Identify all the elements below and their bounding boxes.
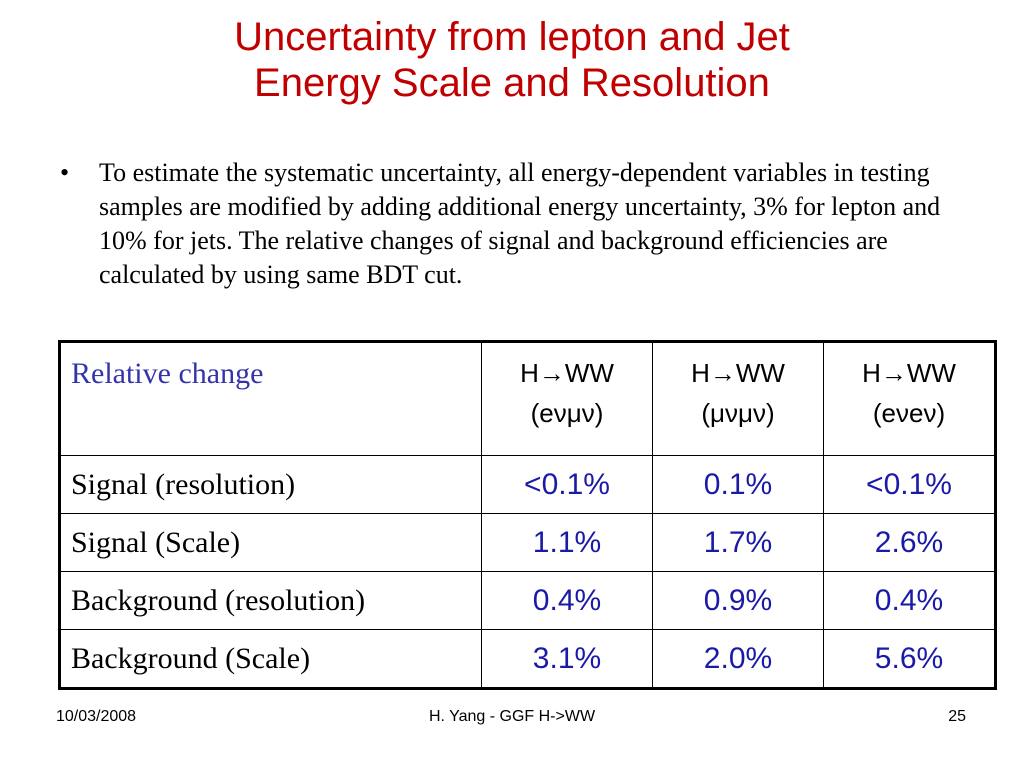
table-cell: 0.4% <box>481 571 653 630</box>
table-cell: 0.4% <box>823 571 996 630</box>
header-col-enmn-line1: H→WW <box>520 358 614 388</box>
table-cell: 2.6% <box>823 513 996 572</box>
table-cell: <0.1% <box>823 455 996 514</box>
header-col-mnmn-line2: (μνμν) <box>701 398 775 428</box>
slide-title: Uncertainty from lepton and Jet Energy S… <box>0 14 1024 106</box>
bullet-marker: • <box>60 158 70 187</box>
table-cell: 0.9% <box>652 571 824 630</box>
table-cell: 2.0% <box>652 629 824 689</box>
header-col-enen-line1: H→WW <box>862 358 956 388</box>
header-col-enen-line2: (eνeν) <box>872 398 946 428</box>
header-col-mnmn: H→WW (μνμν) <box>652 341 824 456</box>
table-row: Background (Scale) 3.1% 2.0% 5.6% <box>59 629 996 689</box>
table-cell: 1.1% <box>481 513 653 572</box>
title-line-2: Energy Scale and Resolution <box>254 61 770 105</box>
row-label: Background (resolution) <box>59 571 482 630</box>
table-header-row: Relative change H→WW (eνμν) H→WW (μνμν) … <box>59 341 996 456</box>
header-col-enen: H→WW (eνeν) <box>823 341 996 456</box>
table-cell: 0.1% <box>652 455 824 514</box>
footer-page-number: 25 <box>948 708 966 725</box>
title-line-1: Uncertainty from lepton and Jet <box>234 15 790 59</box>
bullet-text: To estimate the systematic uncertainty, … <box>99 158 941 289</box>
header-col-enmn: H→WW (eνμν) <box>481 341 653 456</box>
table-row: Signal (resolution) <0.1% 0.1% <0.1% <box>59 455 996 514</box>
footer-date: 10/03/2008 <box>56 708 137 725</box>
table-cell: 5.6% <box>823 629 996 689</box>
footer-center: H. Yang - GGF H->WW <box>428 708 596 725</box>
table-cell: 1.7% <box>652 513 824 572</box>
table-cell: 3.1% <box>481 629 653 689</box>
bullet-item: • To estimate the systematic uncertainty… <box>60 156 980 292</box>
row-label: Background (Scale) <box>59 629 482 689</box>
table-cell: <0.1% <box>481 455 653 514</box>
table-row: Signal (Scale) 1.1% 1.7% 2.6% <box>59 513 996 572</box>
row-label: Signal (resolution) <box>59 455 482 514</box>
table-row: Background (resolution) 0.4% 0.9% 0.4% <box>59 571 996 630</box>
header-col-enmn-line2: (eνμν) <box>530 398 604 428</box>
row-label: Signal (Scale) <box>59 513 482 572</box>
bullet-list: • To estimate the systematic uncertainty… <box>60 156 980 292</box>
uncertainty-table: Relative change H→WW (eνμν) H→WW (μνμν) … <box>58 340 997 690</box>
header-label: Relative change <box>59 341 482 456</box>
header-col-mnmn-line1: H→WW <box>691 358 785 388</box>
